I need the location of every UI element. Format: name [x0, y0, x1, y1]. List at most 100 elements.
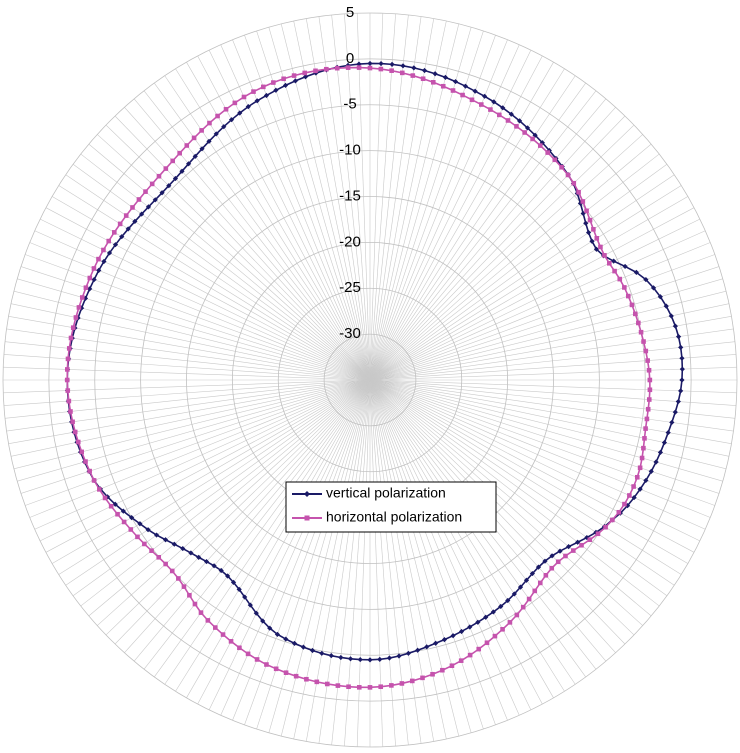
data-point-vertical-polarization: [228, 117, 235, 123]
data-point-horizontal-polarization: [232, 100, 238, 106]
series-horizontal-polarization: [64, 65, 653, 690]
data-point-vertical-polarization: [668, 313, 674, 319]
data-point-vertical-polarization: [450, 633, 456, 639]
data-point-horizontal-polarization: [399, 681, 405, 686]
data-point-vertical-polarization: [675, 334, 682, 340]
data-point-horizontal-polarization: [181, 584, 187, 589]
data-point-horizontal-polarization: [177, 150, 182, 156]
data-point-vertical-polarization: [112, 242, 119, 248]
data-point-horizontal-polarization: [440, 83, 446, 89]
data-point-horizontal-polarization: [143, 189, 148, 194]
data-point-vertical-polarization: [237, 110, 243, 116]
data-point-horizontal-polarization: [430, 80, 436, 85]
data-point-vertical-polarization: [432, 71, 438, 77]
data-point-horizontal-polarization: [356, 685, 362, 690]
data-point-horizontal-polarization: [66, 398, 72, 404]
data-point-vertical-polarization: [196, 554, 202, 560]
data-point-vertical-polarization: [338, 654, 344, 661]
data-point-vertical-polarization: [132, 218, 138, 225]
data-point-horizontal-polarization: [76, 305, 82, 310]
legend: vertical polarization horizontal polariz…: [285, 481, 497, 533]
data-point-horizontal-polarization: [587, 537, 593, 543]
data-point-horizontal-polarization: [281, 76, 286, 82]
data-point-vertical-polarization: [529, 570, 535, 577]
data-point-vertical-polarization: [405, 650, 412, 656]
data-point-horizontal-polarization: [184, 143, 190, 148]
data-point-vertical-polarization: [637, 486, 643, 492]
data-point-horizontal-polarization: [399, 70, 405, 76]
data-point-horizontal-polarization: [545, 150, 550, 155]
data-point-horizontal-polarization: [64, 377, 70, 383]
data-point-vertical-polarization: [96, 267, 102, 274]
data-point-horizontal-polarization: [335, 683, 341, 688]
data-point-horizontal-polarization: [634, 474, 640, 480]
data-point-horizontal-polarization: [251, 89, 256, 94]
data-point-horizontal-polarization: [367, 685, 373, 690]
data-point-horizontal-polarization: [261, 84, 266, 90]
data-point-vertical-polarization: [665, 429, 671, 436]
data-point-vertical-polarization: [583, 220, 589, 226]
data-point-horizontal-polarization: [70, 325, 76, 330]
data-point-vertical-polarization: [145, 527, 151, 533]
data-point-vertical-polarization: [162, 537, 169, 543]
data-point-horizontal-polarization: [334, 65, 340, 71]
data-point-vertical-polarization: [242, 594, 248, 600]
data-point-horizontal-polarization: [520, 604, 526, 610]
data-point-horizontal-polarization: [273, 666, 279, 672]
data-point-horizontal-polarization: [169, 568, 175, 574]
data-point-horizontal-polarization: [68, 409, 73, 414]
data-point-horizontal-polarization: [410, 73, 416, 78]
data-point-horizontal-polarization: [389, 68, 394, 73]
data-point-horizontal-polarization: [591, 227, 596, 232]
data-point-vertical-polarization: [230, 579, 237, 585]
data-point-horizontal-polarization: [254, 657, 260, 662]
data-point-horizontal-polarization: [130, 205, 135, 210]
data-point-horizontal-polarization: [291, 73, 297, 78]
data-point-vertical-polarization: [166, 183, 172, 189]
data-point-horizontal-polarization: [115, 511, 120, 517]
data-point-vertical-polarization: [663, 303, 669, 309]
data-point-vertical-polarization: [199, 146, 205, 152]
data-point-horizontal-polarization: [500, 627, 505, 632]
data-point-vertical-polarization: [523, 577, 530, 583]
data-point-horizontal-polarization: [367, 65, 373, 71]
data-point-vertical-polarization: [389, 61, 395, 67]
data-point-vertical-polarization: [171, 541, 177, 547]
data-point-vertical-polarization: [125, 226, 131, 232]
data-point-horizontal-polarization: [552, 157, 558, 163]
data-point-vertical-polarization: [491, 99, 497, 105]
data-point-vertical-polarization: [192, 153, 198, 159]
data-point-vertical-polarization: [263, 92, 270, 99]
data-point-vertical-polarization: [213, 131, 219, 137]
data-point-vertical-polarization: [411, 65, 417, 71]
data-point-horizontal-polarization: [66, 346, 72, 351]
data-point-vertical-polarization: [678, 344, 684, 350]
data-point-vertical-polarization: [129, 515, 135, 521]
data-point-vertical-polarization: [267, 625, 273, 631]
data-point-horizontal-polarization: [637, 465, 643, 471]
tick-label: -30: [339, 325, 361, 342]
data-point-horizontal-polarization: [642, 436, 647, 441]
data-point-horizontal-polarization: [622, 285, 627, 290]
data-point-horizontal-polarization: [643, 426, 648, 431]
data-point-vertical-polarization: [452, 78, 459, 85]
data-point-vertical-polarization: [575, 539, 581, 545]
data-point-vertical-polarization: [357, 656, 363, 663]
data-point-vertical-polarization: [622, 263, 628, 270]
data-point-vertical-polarization: [566, 544, 572, 550]
data-point-horizontal-polarization: [65, 356, 71, 362]
data-point-vertical-polarization: [347, 656, 354, 662]
data-point-horizontal-polarization: [625, 293, 631, 299]
legend-label-vertical-polarization: vertical polarization: [326, 485, 446, 501]
data-point-horizontal-polarization: [83, 285, 89, 290]
data-point-horizontal-polarization: [97, 487, 102, 492]
data-point-horizontal-polarization: [96, 256, 101, 262]
data-point-horizontal-polarization: [123, 213, 129, 218]
data-point-horizontal-polarization: [149, 181, 155, 187]
data-point-horizontal-polarization: [68, 335, 74, 341]
data-point-horizontal-polarization: [313, 68, 318, 74]
data-point-horizontal-polarization: [83, 459, 88, 464]
data-point-horizontal-polarization: [409, 678, 415, 684]
data-point-vertical-polarization: [300, 644, 306, 650]
